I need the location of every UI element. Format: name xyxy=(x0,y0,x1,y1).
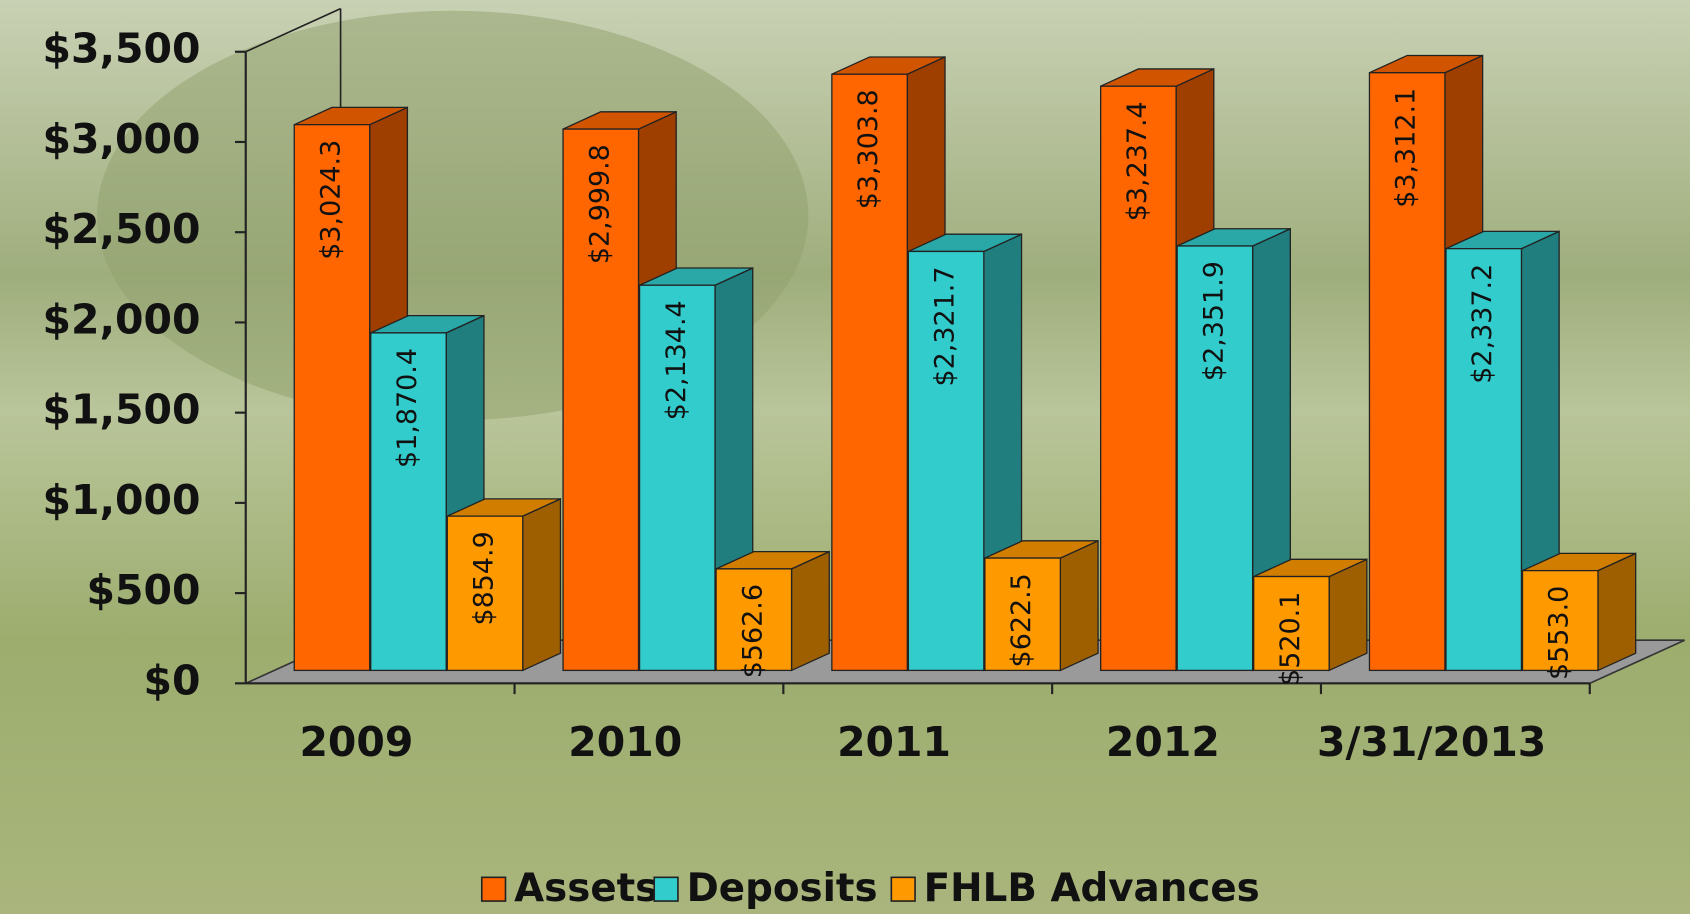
chart: $0 $500 $1,000 $1,500 $2,000 $2,500 $3,000 $3,5… xyxy=(0,0,1690,914)
y-tick-label: $2,500 xyxy=(42,205,200,253)
y-tick-label: $3,500 xyxy=(42,25,200,73)
x-tick-label: 2009 xyxy=(299,718,413,766)
page: $0 $500 $1,000 $1,500 $2,000 $2,500 $3,000 $3,5… xyxy=(0,0,1690,914)
value-label: $3,237.4 xyxy=(1122,101,1153,221)
x-tick-label: 3/31/2013 xyxy=(1317,718,1546,766)
y-tick-label: $1,500 xyxy=(42,386,200,434)
legend-label: Assets xyxy=(514,866,658,911)
value-label: $3,024.3 xyxy=(315,140,346,260)
x-tick-label: 2010 xyxy=(568,718,682,766)
value-label: $3,312.1 xyxy=(1391,88,1422,208)
value-label: $622.5 xyxy=(1006,573,1037,667)
bar-side xyxy=(1329,559,1367,670)
legend-swatch xyxy=(654,877,678,901)
value-label: $2,999.8 xyxy=(584,144,615,264)
y-tick-label: $500 xyxy=(87,566,201,614)
legend-label: FHLB Advances xyxy=(924,866,1260,911)
value-label: $2,337.2 xyxy=(1467,264,1498,384)
y-tick-label: $2,000 xyxy=(42,295,200,343)
value-label: $854.9 xyxy=(469,531,500,625)
value-label: $2,134.4 xyxy=(661,300,692,420)
value-label: $3,303.8 xyxy=(853,89,884,209)
legend-label: Deposits xyxy=(687,866,878,911)
bar-side xyxy=(523,499,561,671)
legend-swatch xyxy=(891,877,915,901)
value-label: $553.0 xyxy=(1544,586,1575,680)
bar-side xyxy=(1060,541,1098,671)
value-label: $1,870.4 xyxy=(392,348,423,468)
value-label: $520.1 xyxy=(1275,592,1306,686)
value-label: $2,351.9 xyxy=(1198,261,1229,381)
value-label: $2,321.7 xyxy=(930,267,961,387)
x-tick-label: 2011 xyxy=(837,718,951,766)
y-tick-label: $0 xyxy=(144,656,201,704)
bar-side xyxy=(792,552,830,671)
y-tick-label: $3,000 xyxy=(42,115,200,163)
y-tick-label: $1,000 xyxy=(42,476,200,524)
bar-side xyxy=(1598,553,1636,670)
x-tick-label: 2012 xyxy=(1106,718,1220,766)
value-label: $562.6 xyxy=(737,584,768,678)
legend-swatch xyxy=(482,877,506,901)
